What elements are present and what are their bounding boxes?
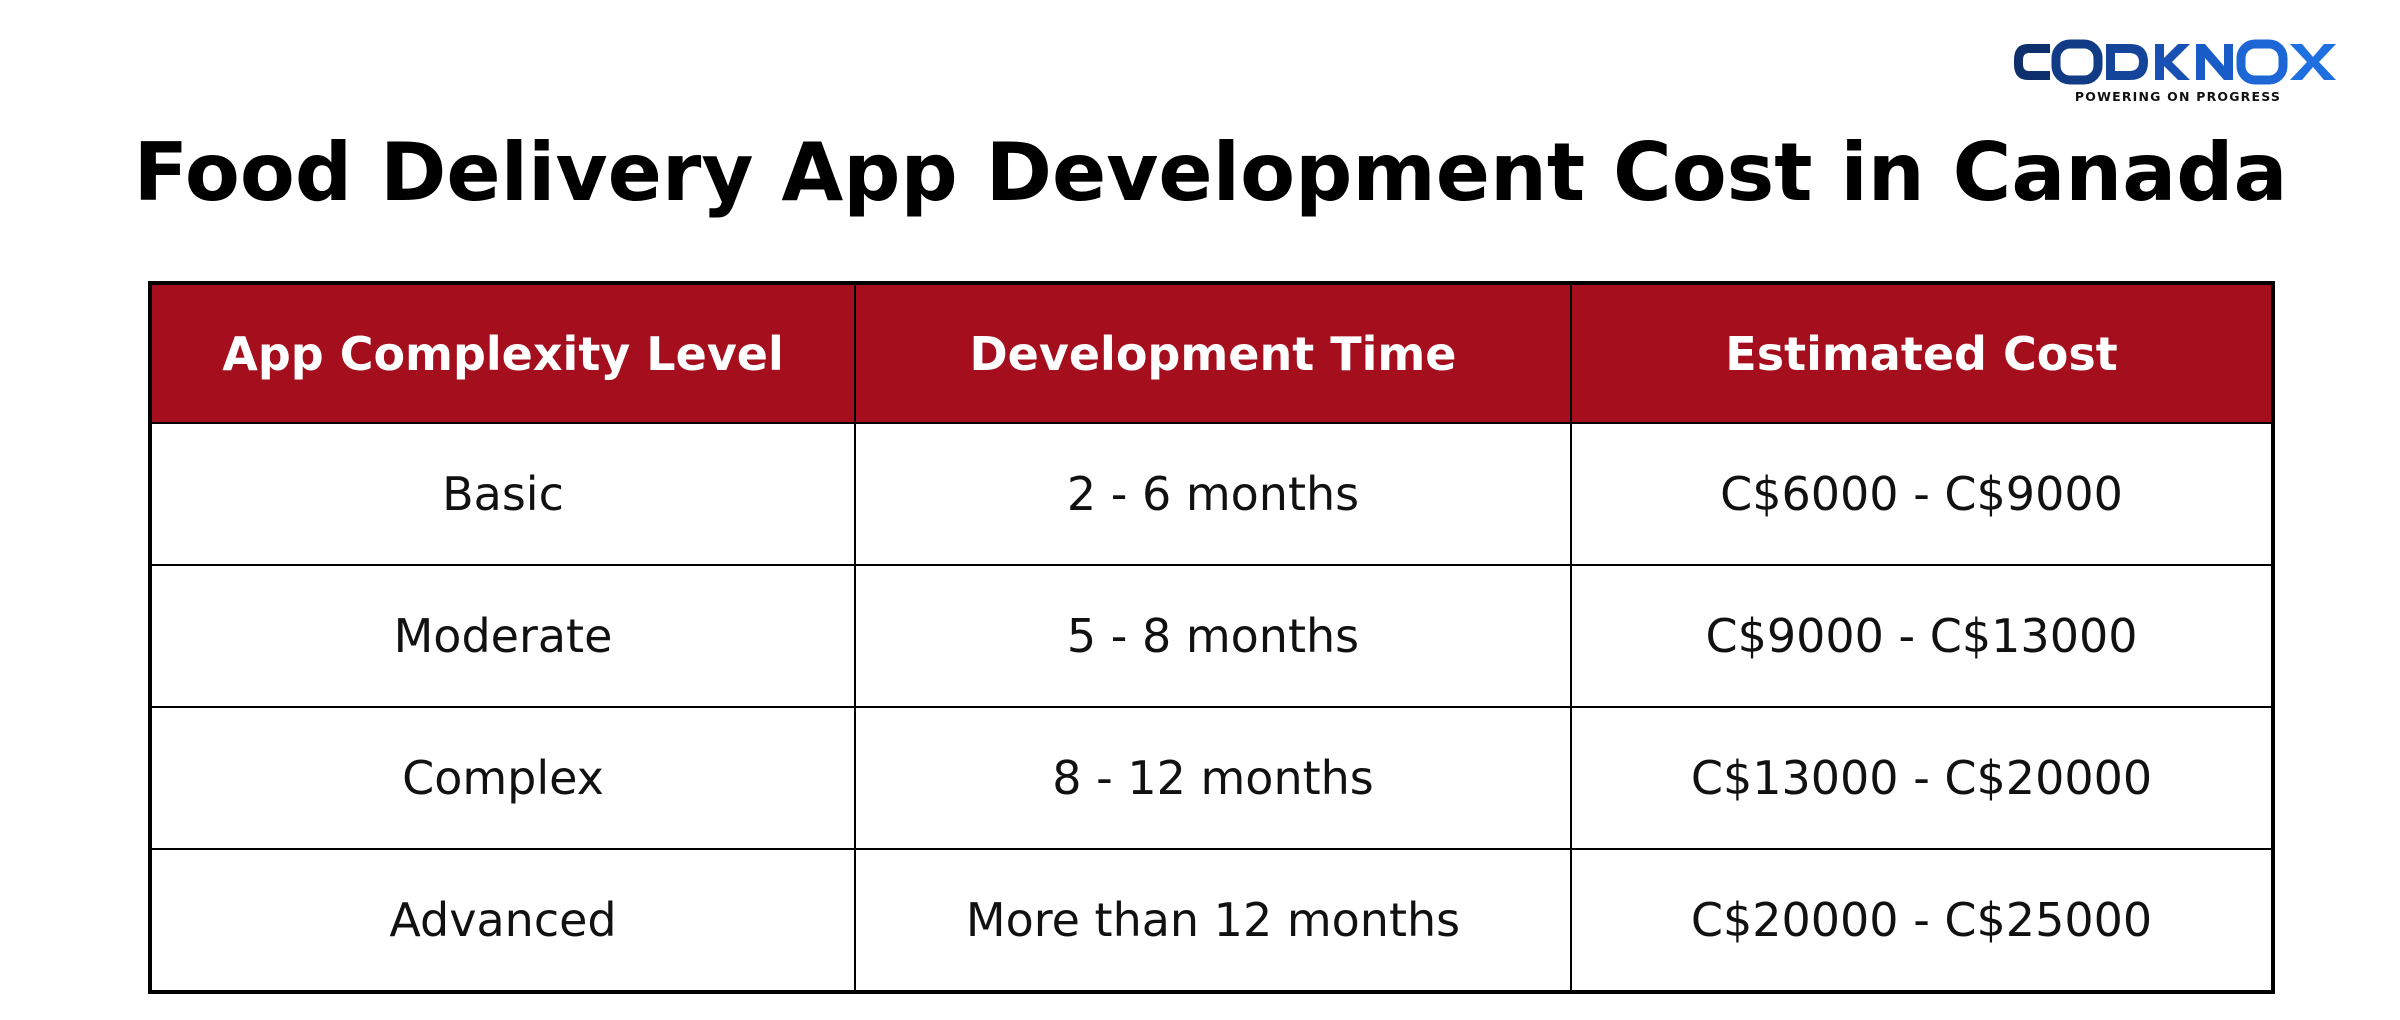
- cell-estimated-cost: C$13000 - C$20000: [1570, 706, 2274, 850]
- brand-logo: POWERING ON PROGRESS: [2010, 38, 2340, 108]
- cell-complexity-level: Advanced: [149, 848, 856, 993]
- cell-development-time: 8 - 12 months: [854, 706, 1572, 850]
- brand-tagline: POWERING ON PROGRESS: [2075, 89, 2281, 104]
- cost-table: App Complexity Level Development Time Es…: [148, 281, 2275, 994]
- cell-estimated-cost: C$20000 - C$25000: [1570, 848, 2274, 993]
- cell-complexity-level: Basic: [149, 422, 856, 566]
- header-development-time: Development Time: [854, 282, 1572, 424]
- cell-estimated-cost: C$9000 - C$13000: [1570, 564, 2274, 708]
- page-title: Food Delivery App Development Cost in Ca…: [133, 126, 2288, 219]
- header-estimated-cost: Estimated Cost: [1570, 282, 2274, 424]
- table-row: Advanced More than 12 months C$20000 - C…: [149, 848, 2274, 993]
- table-row: Moderate 5 - 8 months C$9000 - C$13000: [149, 564, 2274, 708]
- cell-estimated-cost: C$6000 - C$9000: [1570, 422, 2274, 566]
- cell-complexity-level: Complex: [149, 706, 856, 850]
- table-header-row: App Complexity Level Development Time Es…: [149, 282, 2274, 424]
- cell-development-time: 2 - 6 months: [854, 422, 1572, 566]
- cell-complexity-level: Moderate: [149, 564, 856, 708]
- table-row: Complex 8 - 12 months C$13000 - C$20000: [149, 706, 2274, 850]
- cell-development-time: 5 - 8 months: [854, 564, 1572, 708]
- table-row: Basic 2 - 6 months C$6000 - C$9000: [149, 422, 2274, 566]
- cell-development-time: More than 12 months: [854, 848, 1572, 993]
- header-complexity-level: App Complexity Level: [149, 282, 856, 424]
